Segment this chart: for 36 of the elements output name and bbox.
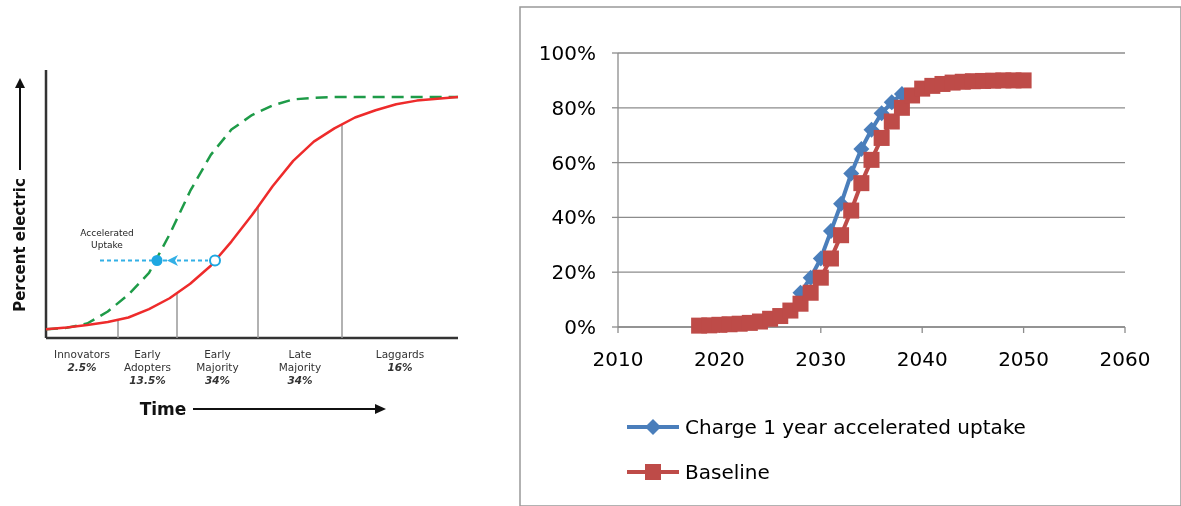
point (863, 151, 880, 168)
y-tick-label: 100% (538, 41, 596, 65)
point (853, 140, 870, 157)
y-tick-label: 20% (551, 260, 596, 285)
x-tick-label: 2010 (592, 347, 644, 371)
y-tick-label: 60% (551, 150, 596, 175)
point (1015, 72, 1032, 89)
point (802, 284, 819, 301)
x-tick-label: 2040 (896, 347, 948, 371)
point (873, 129, 890, 146)
x-tick-label: 2050 (998, 347, 1050, 371)
legend-label: Charge 1 year accelerated uptake (685, 415, 1026, 439)
y-tick-label: 80% (551, 95, 596, 120)
text: Early Majority 34% (196, 348, 239, 386)
point (873, 105, 890, 122)
x-tick-label: 2020 (693, 347, 745, 371)
y-tick-label: 0% (564, 315, 596, 339)
text: Laggards 16% (375, 348, 425, 373)
y-axis-title: Percent electric (11, 178, 29, 312)
point (843, 202, 860, 219)
text: Innovators 2.5% (54, 348, 110, 373)
point (883, 113, 900, 130)
y-tick-label: 40% (551, 205, 596, 230)
x-tick-label: 2030 (795, 347, 847, 371)
x-tick-label: 2060 (1099, 347, 1151, 371)
legend-label: Baseline (685, 460, 770, 484)
annotation: Accelerated Uptake (80, 228, 134, 250)
text: Early Adopters 13.5% (123, 348, 172, 386)
point (822, 250, 839, 267)
point (833, 227, 850, 244)
point (812, 269, 829, 286)
text: Late Majority 34% (278, 348, 322, 386)
x-axis-title: Time (139, 399, 187, 419)
point (853, 175, 870, 192)
point (893, 99, 910, 116)
point (843, 165, 860, 182)
